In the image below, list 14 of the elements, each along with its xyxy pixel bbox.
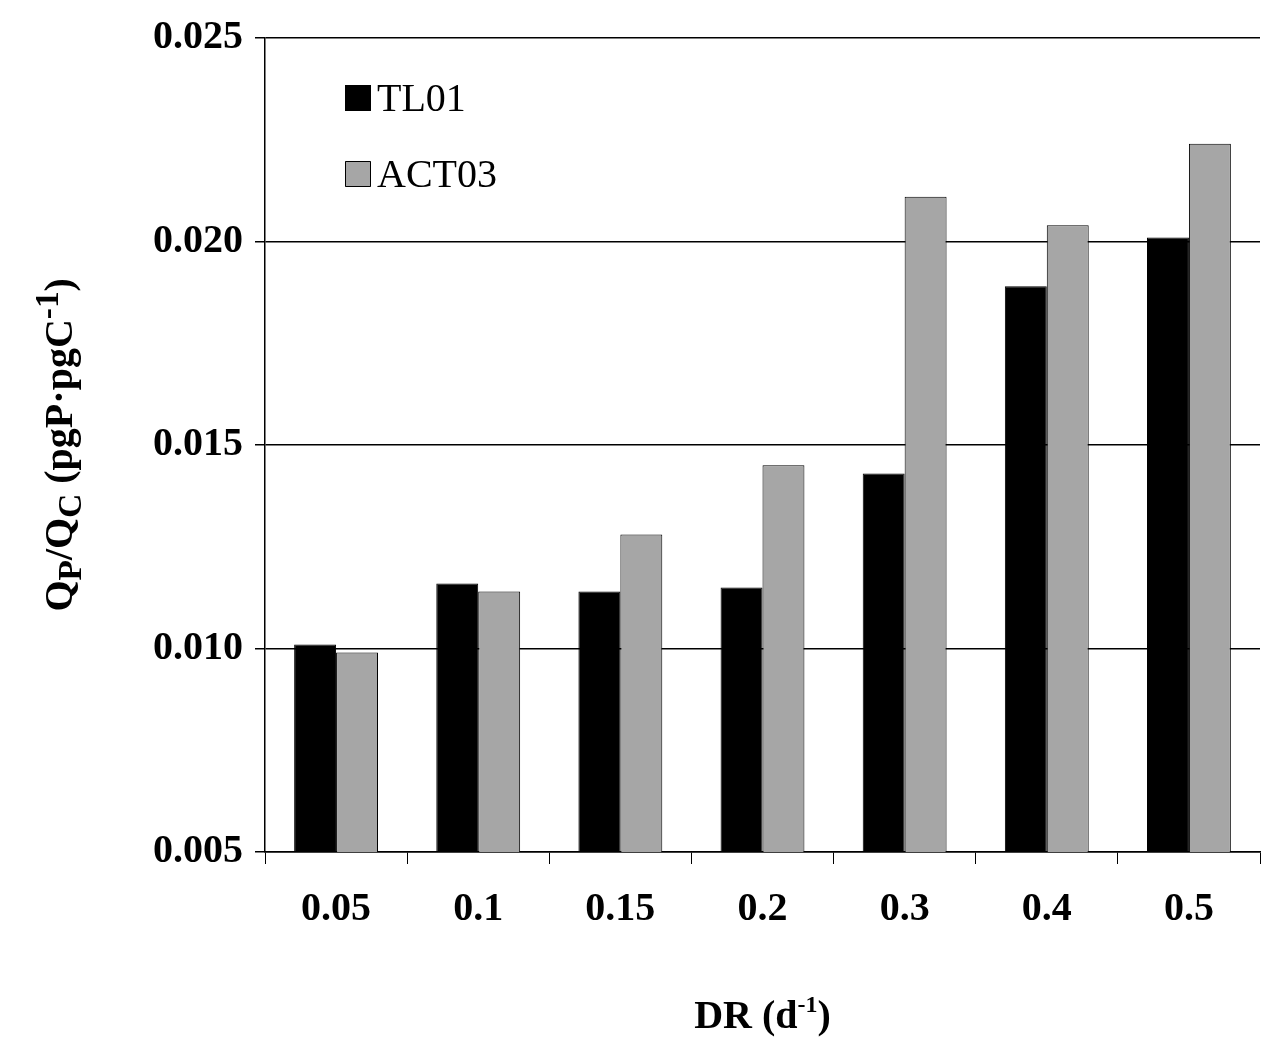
- x-tick-label: 0.05: [301, 884, 372, 930]
- x-tick-label: 0.15: [585, 884, 656, 930]
- y-tick-label: 0.005: [153, 826, 243, 872]
- y-tick-label: 0.025: [153, 12, 243, 58]
- y-tick-label: 0.010: [153, 622, 243, 668]
- legend-label: ACT03: [377, 150, 497, 196]
- x-tick-label: 0.5: [1163, 884, 1214, 930]
- y-tick-label: 0.020: [153, 215, 243, 261]
- x-tick-label: 0.2: [737, 884, 788, 930]
- x-tick-label: 0.1: [453, 884, 504, 930]
- legend-label: TL01: [377, 74, 466, 120]
- x-tick-label: 0.4: [1021, 884, 1072, 930]
- y-tick-label: 0.015: [153, 419, 243, 465]
- x-tick-label: 0.3: [879, 884, 930, 930]
